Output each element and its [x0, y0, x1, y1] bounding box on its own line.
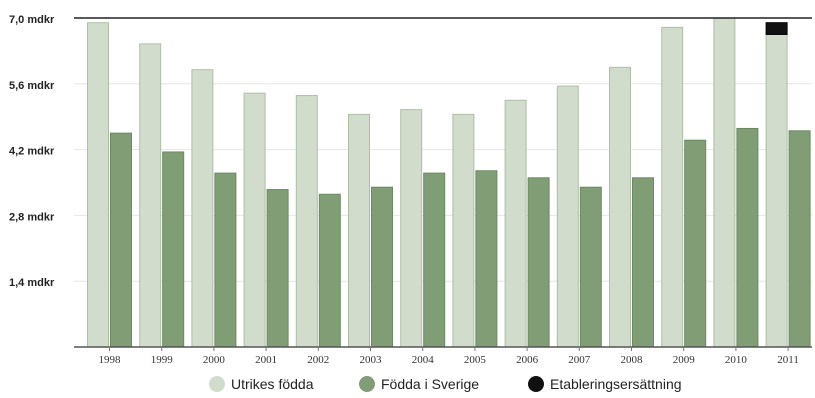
y-tick-label: 4,2 mdkr [9, 146, 55, 158]
bars [87, 17, 811, 348]
bar-utrikes-fodda-2009 [661, 26, 684, 348]
x-tick-label: 2006 [516, 354, 539, 366]
y-tick-label: 5,6 mdkr [9, 80, 55, 92]
bar-utrikes-fodda-2007 [556, 85, 579, 348]
x-tick-label: 2000 [203, 354, 226, 366]
bar-utrikes-fodda-2002 [295, 95, 318, 348]
axes [74, 17, 812, 351]
bar-utrikes-fodda-2001 [243, 92, 266, 348]
legend-label: Etableringsersättning [550, 376, 682, 392]
x-tick-label: 2011 [777, 354, 799, 366]
y-tick-label: 2,8 mdkr [9, 211, 55, 223]
x-tick-label: 2001 [255, 354, 277, 366]
bar-etableringsersattning-2011 [765, 22, 788, 35]
bar-utrikes-fodda-2005 [452, 113, 475, 348]
x-tick-label: 2005 [464, 354, 487, 366]
legend-swatch-2 [528, 376, 544, 392]
x-tick-label: 2009 [673, 354, 696, 366]
x-tick-label: 1999 [151, 354, 174, 366]
bar-utrikes-fodda-2008 [609, 66, 631, 348]
bar-utrikes-fodda-2011 [765, 33, 788, 348]
legend-swatch-1 [359, 376, 375, 392]
bar-fodda-i-sverige-2009 [684, 139, 707, 348]
bar-fodda-i-sverige-2003 [371, 186, 393, 348]
legend-label: Utrikes födda [231, 376, 314, 392]
bar-utrikes-fodda-1998 [87, 22, 109, 348]
x-tick-label: 2003 [360, 354, 383, 366]
x-tick-label: 1998 [99, 354, 122, 366]
bar-fodda-i-sverige-2007 [579, 186, 602, 348]
bar-fodda-i-sverige-1999 [162, 151, 185, 348]
legend: Utrikes födda Födda i Sverige Etableringse… [209, 376, 682, 392]
x-tick-label: 2007 [568, 354, 591, 366]
bar-fodda-i-sverige-2006 [527, 177, 550, 348]
x-tick-label: 2002 [307, 354, 329, 366]
bar-utrikes-fodda-1999 [139, 43, 162, 348]
y-tick-label: 1,4 mdkr [9, 277, 55, 289]
bar-utrikes-fodda-2003 [348, 113, 370, 348]
y-tick-label: 7,0 mdkr [9, 14, 55, 26]
x-tick-labels: 1998 1999 2000 2001 2002 2003 2004 2005 2006 2007… [99, 354, 799, 366]
x-tick-label: 2010 [725, 354, 748, 366]
legend-label: Födda i Sverige [381, 376, 479, 392]
bar-fodda-i-sverige-2002 [318, 193, 341, 348]
bar-fodda-i-sverige-1998 [110, 132, 132, 348]
bar-fodda-i-sverige-2011 [788, 130, 811, 348]
x-tick-label: 2008 [621, 354, 644, 366]
bar-fodda-i-sverige-2004 [423, 172, 446, 348]
legend-swatch-0 [209, 376, 225, 392]
bar-fodda-i-sverige-2005 [475, 170, 498, 348]
x-tick-label: 2004 [412, 354, 435, 366]
bar-utrikes-fodda-2004 [400, 109, 423, 348]
bar-utrikes-fodda-2000 [191, 69, 214, 348]
bar-fodda-i-sverige-2008 [632, 177, 654, 348]
bar-utrikes-fodda-2010 [713, 17, 736, 348]
bar-fodda-i-sverige-2000 [214, 172, 237, 348]
bar-fodda-i-sverige-2010 [736, 127, 759, 348]
bar-utrikes-fodda-2006 [504, 99, 527, 348]
bar-fodda-i-sverige-2001 [266, 189, 289, 348]
y-tick-labels: 1,4 mdkr 2,8 mdkr 4,2 mdkr 5,6 mdkr 7,0 mdkr [9, 14, 55, 289]
